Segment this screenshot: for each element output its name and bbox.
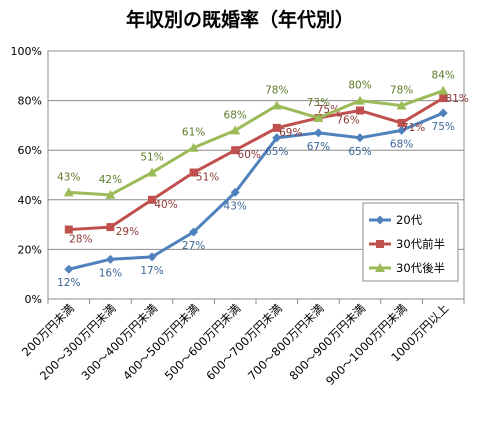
x-tick-label: 700～800万円未満: [245, 301, 327, 383]
data-label: 12%: [57, 277, 80, 289]
data-label: 69%: [279, 127, 302, 139]
data-point: [313, 112, 324, 122]
legend-item: 30代後半: [369, 261, 445, 275]
data-label: 78%: [390, 85, 413, 97]
data-point: [105, 254, 115, 264]
series-line: [68, 96, 444, 232]
data-point: [231, 146, 240, 155]
series-line: [68, 89, 444, 197]
data-point: [439, 94, 448, 103]
data-point: [64, 225, 73, 234]
legend-marker: [375, 215, 385, 225]
legend-marker: [375, 263, 385, 272]
legend-item: 20代: [369, 213, 423, 227]
data-point: [355, 133, 365, 143]
data-label: 68%: [390, 138, 413, 150]
data-point: [147, 167, 157, 177]
data-label: 71%: [402, 122, 425, 134]
data-point: [438, 85, 449, 95]
data-label: 78%: [265, 85, 288, 97]
data-point: [189, 168, 198, 177]
data-point: [230, 125, 241, 135]
data-label: 65%: [348, 146, 371, 158]
series-line: [68, 111, 444, 271]
data-point: [64, 264, 74, 274]
data-label: 80%: [348, 80, 371, 92]
legend-label: 30代前半: [396, 237, 445, 251]
data-label: 51%: [196, 172, 219, 184]
data-point: [106, 223, 115, 232]
y-tick-label: 80%: [18, 95, 42, 108]
data-point: [147, 252, 157, 262]
data-label: 17%: [140, 265, 163, 277]
legend: 20代 30代前半 30代後半: [362, 202, 459, 282]
legend-label: 20代: [396, 213, 423, 227]
series-3: 43% 42% 51% 61% 68% 78% 73% 80% 78% 84%: [57, 70, 455, 199]
data-label: 29%: [116, 226, 139, 238]
x-tick-label: 800～900万円未満: [287, 301, 369, 383]
data-label: 67%: [307, 141, 330, 153]
y-tick-label: 0%: [25, 293, 42, 306]
data-point: [63, 187, 74, 197]
chart-title: 年収別の既婚率（年代別）: [126, 8, 354, 31]
data-point: [355, 95, 365, 105]
data-label: 73%: [307, 97, 330, 109]
data-point: [230, 187, 240, 197]
data-label: 27%: [182, 240, 205, 252]
data-point: [397, 118, 406, 127]
data-label: 76%: [336, 115, 359, 127]
data-label: 68%: [224, 109, 247, 121]
data-point: [271, 100, 282, 110]
data-label: 28%: [69, 234, 92, 246]
data-label: 84%: [432, 70, 455, 82]
x-tick-label: 200～300万円未満: [37, 301, 119, 383]
data-point: [148, 195, 156, 204]
x-tick-label: 500～600万円未満: [162, 301, 244, 383]
x-tick-label: 400～500万円未満: [120, 301, 202, 383]
data-point: [272, 133, 282, 143]
data-point: [396, 100, 407, 110]
data-label: 16%: [99, 267, 122, 279]
series-2: 28% 29% 40% 51% 60% 69% 75% 76% 71% 81%: [64, 93, 469, 246]
data-label: 60%: [238, 149, 261, 161]
y-tick-label: 40%: [18, 194, 42, 207]
legend-label: 30代後半: [396, 261, 445, 275]
data-label: 43%: [224, 200, 247, 212]
data-point: [356, 106, 364, 115]
y-tick-label: 100%: [11, 45, 42, 58]
series-1: 12% 16% 17% 27% 43% 65% 67% 65% 68% 75%: [57, 108, 455, 289]
data-label: 65%: [265, 146, 288, 158]
x-tick-label: 300～400万円未満: [79, 301, 161, 383]
data-point: [189, 227, 199, 237]
legend-marker: [376, 240, 384, 248]
data-label: 75%: [432, 121, 455, 133]
data-point: [438, 108, 448, 118]
legend-item: 30代前半: [369, 237, 445, 251]
y-tick-label: 20%: [18, 243, 42, 256]
data-point: [272, 123, 281, 132]
data-point: [105, 189, 116, 199]
data-label: 40%: [154, 199, 177, 211]
data-point: [313, 128, 323, 138]
data-label: 43%: [57, 171, 80, 183]
data-label: 51%: [140, 152, 163, 164]
x-tick-label: 600～700万円未満: [203, 301, 285, 383]
data-label: 61%: [182, 127, 205, 139]
data-label: 42%: [99, 174, 122, 186]
data-point: [188, 142, 199, 152]
y-tick-label: 60%: [18, 144, 42, 157]
data-label: 81%: [446, 93, 469, 105]
data-point: [397, 125, 407, 135]
